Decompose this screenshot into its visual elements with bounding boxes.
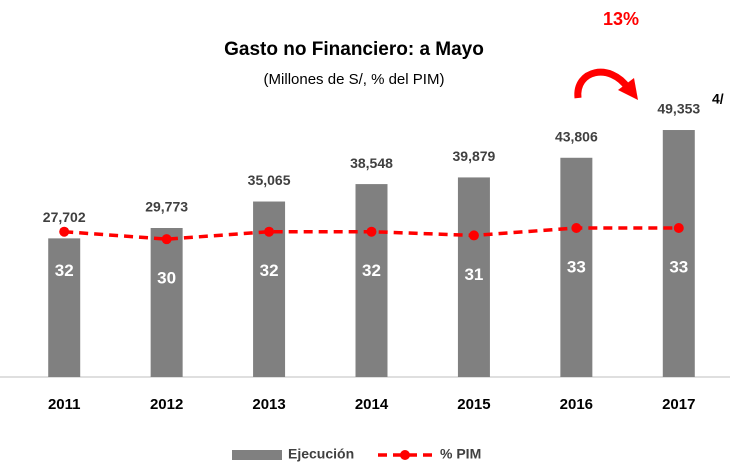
- line-point: [161, 234, 172, 245]
- bar-value-label: 43,806: [555, 128, 598, 144]
- line-point: [673, 222, 684, 233]
- line-value-label: 33: [669, 257, 688, 276]
- line-point: [59, 226, 70, 237]
- bar: [457, 177, 490, 377]
- line-point: [264, 226, 275, 237]
- x-tick-label: 2011: [48, 396, 81, 413]
- bar: [355, 184, 388, 377]
- bar-value-label: 29,773: [145, 199, 188, 215]
- line-point: [366, 226, 377, 237]
- chart-title: Gasto no Financiero: a Mayo: [224, 39, 484, 60]
- bar-value-label: 38,548: [350, 155, 393, 171]
- x-tick-label: 2015: [457, 396, 490, 413]
- annotation: 4/: [712, 91, 724, 107]
- bar: [150, 228, 183, 377]
- line-value-label: 31: [464, 265, 483, 284]
- growth-arrow-head: [618, 78, 638, 100]
- x-tick-label: 2017: [662, 396, 695, 413]
- x-tick-label: 2012: [150, 396, 183, 413]
- bar-value-label: 39,879: [453, 148, 496, 164]
- chart-subtitle: (Millones de S/, % del PIM): [264, 71, 445, 88]
- legend-swatch: [232, 450, 282, 460]
- x-tick-label: 2013: [252, 396, 285, 413]
- bar: [662, 130, 695, 377]
- line-value-label: 30: [157, 269, 176, 288]
- line-point: [571, 222, 582, 233]
- bar-value-label: 27,702: [43, 209, 86, 225]
- legend-label: % PIM: [440, 446, 481, 462]
- line-value-label: 32: [260, 261, 279, 280]
- line-point: [468, 230, 479, 241]
- growth-arrow: [574, 68, 631, 99]
- x-tick-label: 2016: [560, 396, 593, 413]
- line-value-label: 32: [55, 261, 74, 280]
- legend-label: Ejecución: [288, 446, 354, 462]
- x-tick-label: 2014: [355, 396, 389, 413]
- annotation: 13%: [603, 9, 639, 29]
- bar: [48, 238, 81, 377]
- bar-value-label: 49,353: [657, 101, 700, 117]
- bar: [560, 157, 593, 377]
- line-value-label: 33: [567, 257, 586, 276]
- legend-swatch: [400, 450, 410, 460]
- line-value-label: 32: [362, 261, 381, 280]
- bar-value-label: 35,065: [248, 172, 291, 188]
